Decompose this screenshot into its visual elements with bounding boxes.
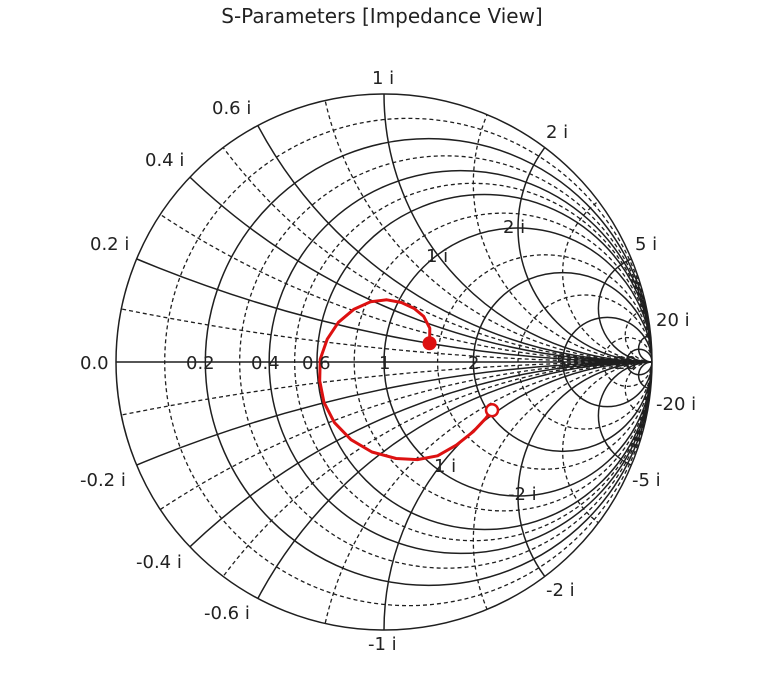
minor-reactance-arc	[316, 94, 652, 363]
reactance-arc	[116, 94, 652, 363]
reactance-label-5: 5 i	[635, 234, 657, 255]
reactance-label-neg0.4: -0.4 i	[136, 552, 182, 573]
reactance-label-neg1: -1 i	[368, 634, 397, 655]
axis-labels: 0.0 0.2 0.4 0.6 1 2 5 20 0.2 i 0.4 i 0.6…	[80, 68, 696, 655]
inner-reactance-label-neg2: -2 i	[508, 484, 537, 505]
reactance-label-0.6: 0.6 i	[212, 98, 251, 119]
reactance-arc	[383, 94, 652, 363]
real-label-5: 5	[556, 353, 567, 374]
minor-resistance-circle	[353, 212, 652, 512]
reactance-label-0.4: 0.4 i	[145, 150, 184, 171]
real-label-20: 20	[614, 353, 637, 374]
reactance-label-neg5: -5 i	[632, 470, 661, 491]
minor-reactance-arc	[116, 94, 652, 363]
reactance-label-neg2: -2 i	[546, 580, 575, 601]
real-label-1: 1	[379, 353, 390, 374]
reactance-label-0.2: 0.2 i	[90, 234, 129, 255]
real-label-0.6: 0.6	[302, 353, 331, 374]
minor-reactance-arc	[472, 94, 652, 363]
minor-reactance-arc	[562, 182, 652, 363]
reactance-arc	[597, 254, 652, 363]
trace-end-marker	[484, 402, 500, 418]
reactance-arc	[204, 94, 652, 363]
reactance-label-1: 1 i	[372, 68, 394, 89]
trace-line	[318, 298, 494, 462]
minor-reactance-arc	[562, 361, 652, 542]
real-label-2: 2	[468, 353, 479, 374]
inner-reactance-label-2: 2 i	[503, 217, 525, 238]
reactance-arc	[597, 361, 652, 470]
trace-layer	[318, 298, 500, 462]
chart-title: S-Parameters [Impedance View]	[221, 4, 543, 28]
trace-start-marker	[422, 336, 437, 351]
reactance-arc	[517, 94, 652, 363]
inner-reactance-label-neg1: 1 i	[434, 456, 456, 477]
reactance-label-neg20: -20 i	[656, 394, 696, 415]
minor-reactance-arc	[472, 361, 652, 630]
reactance-arc	[116, 94, 652, 363]
reactance-label-20: 20 i	[656, 310, 690, 331]
real-label-0.2: 0.2	[186, 353, 215, 374]
reactance-label-neg0.2: -0.2 i	[80, 470, 126, 491]
reactance-label-neg0.6: -0.6 i	[204, 603, 250, 624]
reactance-arc	[517, 361, 652, 630]
minor-reactance-arc	[116, 94, 652, 363]
real-label-0.4: 0.4	[251, 353, 280, 374]
real-label-0: 0.0	[80, 353, 109, 374]
reactance-label-2: 2 i	[546, 122, 568, 143]
inner-reactance-label-1: 1 i	[426, 246, 448, 267]
